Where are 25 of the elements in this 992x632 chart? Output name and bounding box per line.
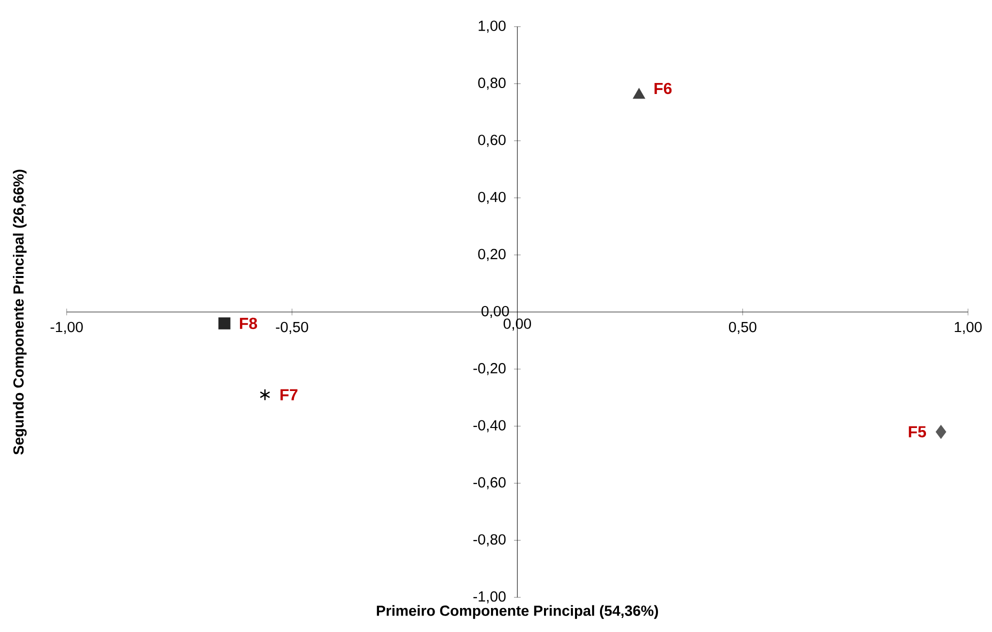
- y-tick-label: 1,00: [478, 20, 506, 33]
- point: [936, 425, 946, 439]
- point: [633, 88, 645, 99]
- y-tick-label: -0,20: [473, 363, 506, 376]
- y-tick-label: -0,80: [473, 534, 506, 546]
- series-label: F6: [654, 82, 672, 94]
- point: [260, 388, 270, 401]
- x-axis-title: Primeiro Componente Principal (54,36%): [376, 605, 658, 619]
- x-tick-label: -1,00: [50, 322, 83, 334]
- y-tick-label: -0,40: [473, 420, 506, 432]
- y-tick-label: 0,40: [478, 192, 506, 204]
- y-tick-label: -1,00: [473, 591, 506, 604]
- y-tick-label: 0,20: [478, 248, 506, 261]
- point: [218, 317, 230, 330]
- y-tick-label: 0,00: [482, 306, 509, 318]
- series-label: F5: [908, 426, 926, 438]
- y-tick-label: 0,60: [478, 134, 506, 147]
- series-label: F7: [280, 389, 298, 400]
- series-label: F8: [240, 318, 258, 330]
- x-tick-label: -0,50: [276, 322, 308, 334]
- y-axis-title: Segundo Componente Principal (26,66%): [12, 170, 27, 455]
- x-tick-label: 1,00: [954, 322, 982, 334]
- y-tick-label: -0,60: [473, 477, 506, 490]
- y-tick-label: 0,80: [478, 78, 506, 90]
- x-tick-label: 0,50: [728, 322, 756, 334]
